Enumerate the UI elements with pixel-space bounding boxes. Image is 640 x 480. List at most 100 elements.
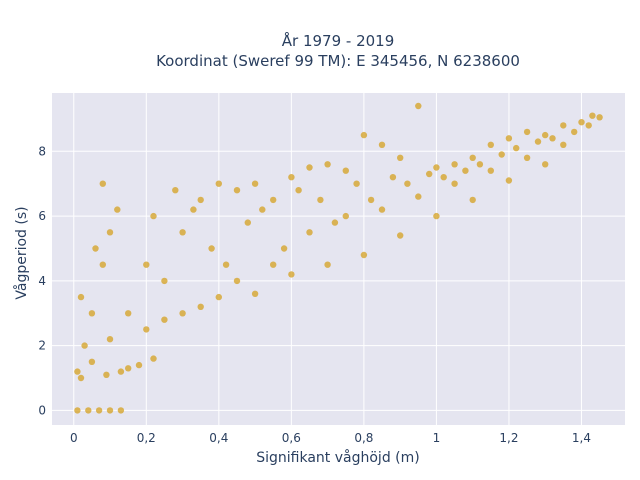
data-point <box>404 180 411 187</box>
data-point <box>440 174 447 181</box>
data-point <box>88 358 96 365</box>
data-point <box>542 161 549 168</box>
x-axis-ticks: 0 0,2 0,4 0,6 0,8 1 1,2 1,4 <box>70 431 591 445</box>
data-point <box>259 206 266 213</box>
x-tick-label: 0,6 <box>282 431 301 445</box>
data-point <box>534 138 542 145</box>
y-axis-title: Vågperiod (s) <box>13 206 30 299</box>
chart-title-line-1: År 1979 - 2019 <box>282 31 395 50</box>
y-tick-label: 2 <box>38 339 46 353</box>
data-point <box>360 131 368 139</box>
data-point <box>197 303 204 310</box>
data-point <box>161 277 168 285</box>
x-tick-label: 0,4 <box>209 431 228 445</box>
data-point <box>95 407 103 414</box>
data-point <box>433 212 440 220</box>
data-point <box>179 310 186 317</box>
data-point <box>306 164 313 171</box>
data-point <box>288 174 295 181</box>
data-point <box>342 167 349 174</box>
data-point <box>523 128 531 136</box>
data-point <box>324 161 331 168</box>
data-point <box>505 177 513 184</box>
data-point <box>150 355 157 362</box>
data-point <box>92 245 99 252</box>
data-point <box>117 407 125 414</box>
data-point <box>161 316 168 323</box>
data-point <box>288 271 295 278</box>
data-point <box>295 187 302 194</box>
data-point <box>585 122 592 129</box>
data-point <box>190 206 197 213</box>
data-point <box>426 170 433 178</box>
data-point <box>476 161 484 168</box>
data-point <box>513 144 520 152</box>
data-point <box>523 154 531 161</box>
x-tick-label: 0 <box>70 431 78 445</box>
data-point <box>233 187 241 194</box>
data-point <box>469 196 476 204</box>
data-point <box>378 206 386 213</box>
data-point <box>106 336 114 343</box>
data-point <box>106 229 114 236</box>
data-point <box>143 261 150 268</box>
data-point <box>549 135 556 142</box>
data-point <box>389 174 397 181</box>
data-point <box>117 368 125 375</box>
data-point <box>342 212 349 220</box>
data-point <box>306 229 313 236</box>
x-axis-title: Signifikant våghöjd (m) <box>256 449 419 466</box>
data-point <box>433 164 440 171</box>
data-point <box>125 310 132 317</box>
data-point <box>103 371 110 378</box>
data-point <box>415 102 422 110</box>
data-point <box>77 293 85 301</box>
y-tick-label: 0 <box>38 403 46 417</box>
data-point <box>135 361 143 369</box>
data-point <box>571 128 578 136</box>
data-point <box>353 180 360 187</box>
data-point <box>270 261 277 268</box>
data-point <box>589 112 596 119</box>
data-point <box>88 310 96 317</box>
data-point <box>197 196 204 204</box>
data-point <box>215 293 222 301</box>
gridlines <box>52 93 625 425</box>
data-point <box>99 261 107 268</box>
x-tick-label: 1,4 <box>572 431 591 445</box>
data-point <box>172 187 179 194</box>
data-point <box>179 229 186 236</box>
data-point <box>106 407 114 414</box>
data-point <box>397 154 404 161</box>
plot-area <box>52 93 625 425</box>
data-point <box>114 206 121 213</box>
data-point <box>360 251 368 259</box>
y-tick-label: 4 <box>38 274 46 288</box>
data-point <box>99 180 107 187</box>
data-point <box>505 135 513 142</box>
y-tick-label: 8 <box>38 144 46 158</box>
data-point <box>487 167 494 174</box>
data-point <box>280 245 288 252</box>
data-point <box>487 141 494 148</box>
data-point <box>143 326 150 333</box>
data-point <box>150 212 157 220</box>
data-point <box>378 141 386 148</box>
data-point <box>125 365 132 372</box>
data-point <box>542 131 549 139</box>
data-point <box>331 219 339 226</box>
y-axis-ticks: 0 2 4 6 8 <box>38 144 46 417</box>
data-point <box>578 119 585 126</box>
data-point <box>451 161 458 168</box>
data-point <box>451 180 458 187</box>
data-point <box>498 151 505 158</box>
data-point <box>251 180 259 187</box>
data-point <box>560 141 567 148</box>
x-tick-label: 1,2 <box>499 431 518 445</box>
x-tick-label: 0,8 <box>354 431 373 445</box>
data-point <box>560 122 567 129</box>
data-point <box>397 232 404 239</box>
data-point <box>74 407 81 414</box>
data-point <box>215 180 222 187</box>
x-tick-label: 1 <box>433 431 441 445</box>
